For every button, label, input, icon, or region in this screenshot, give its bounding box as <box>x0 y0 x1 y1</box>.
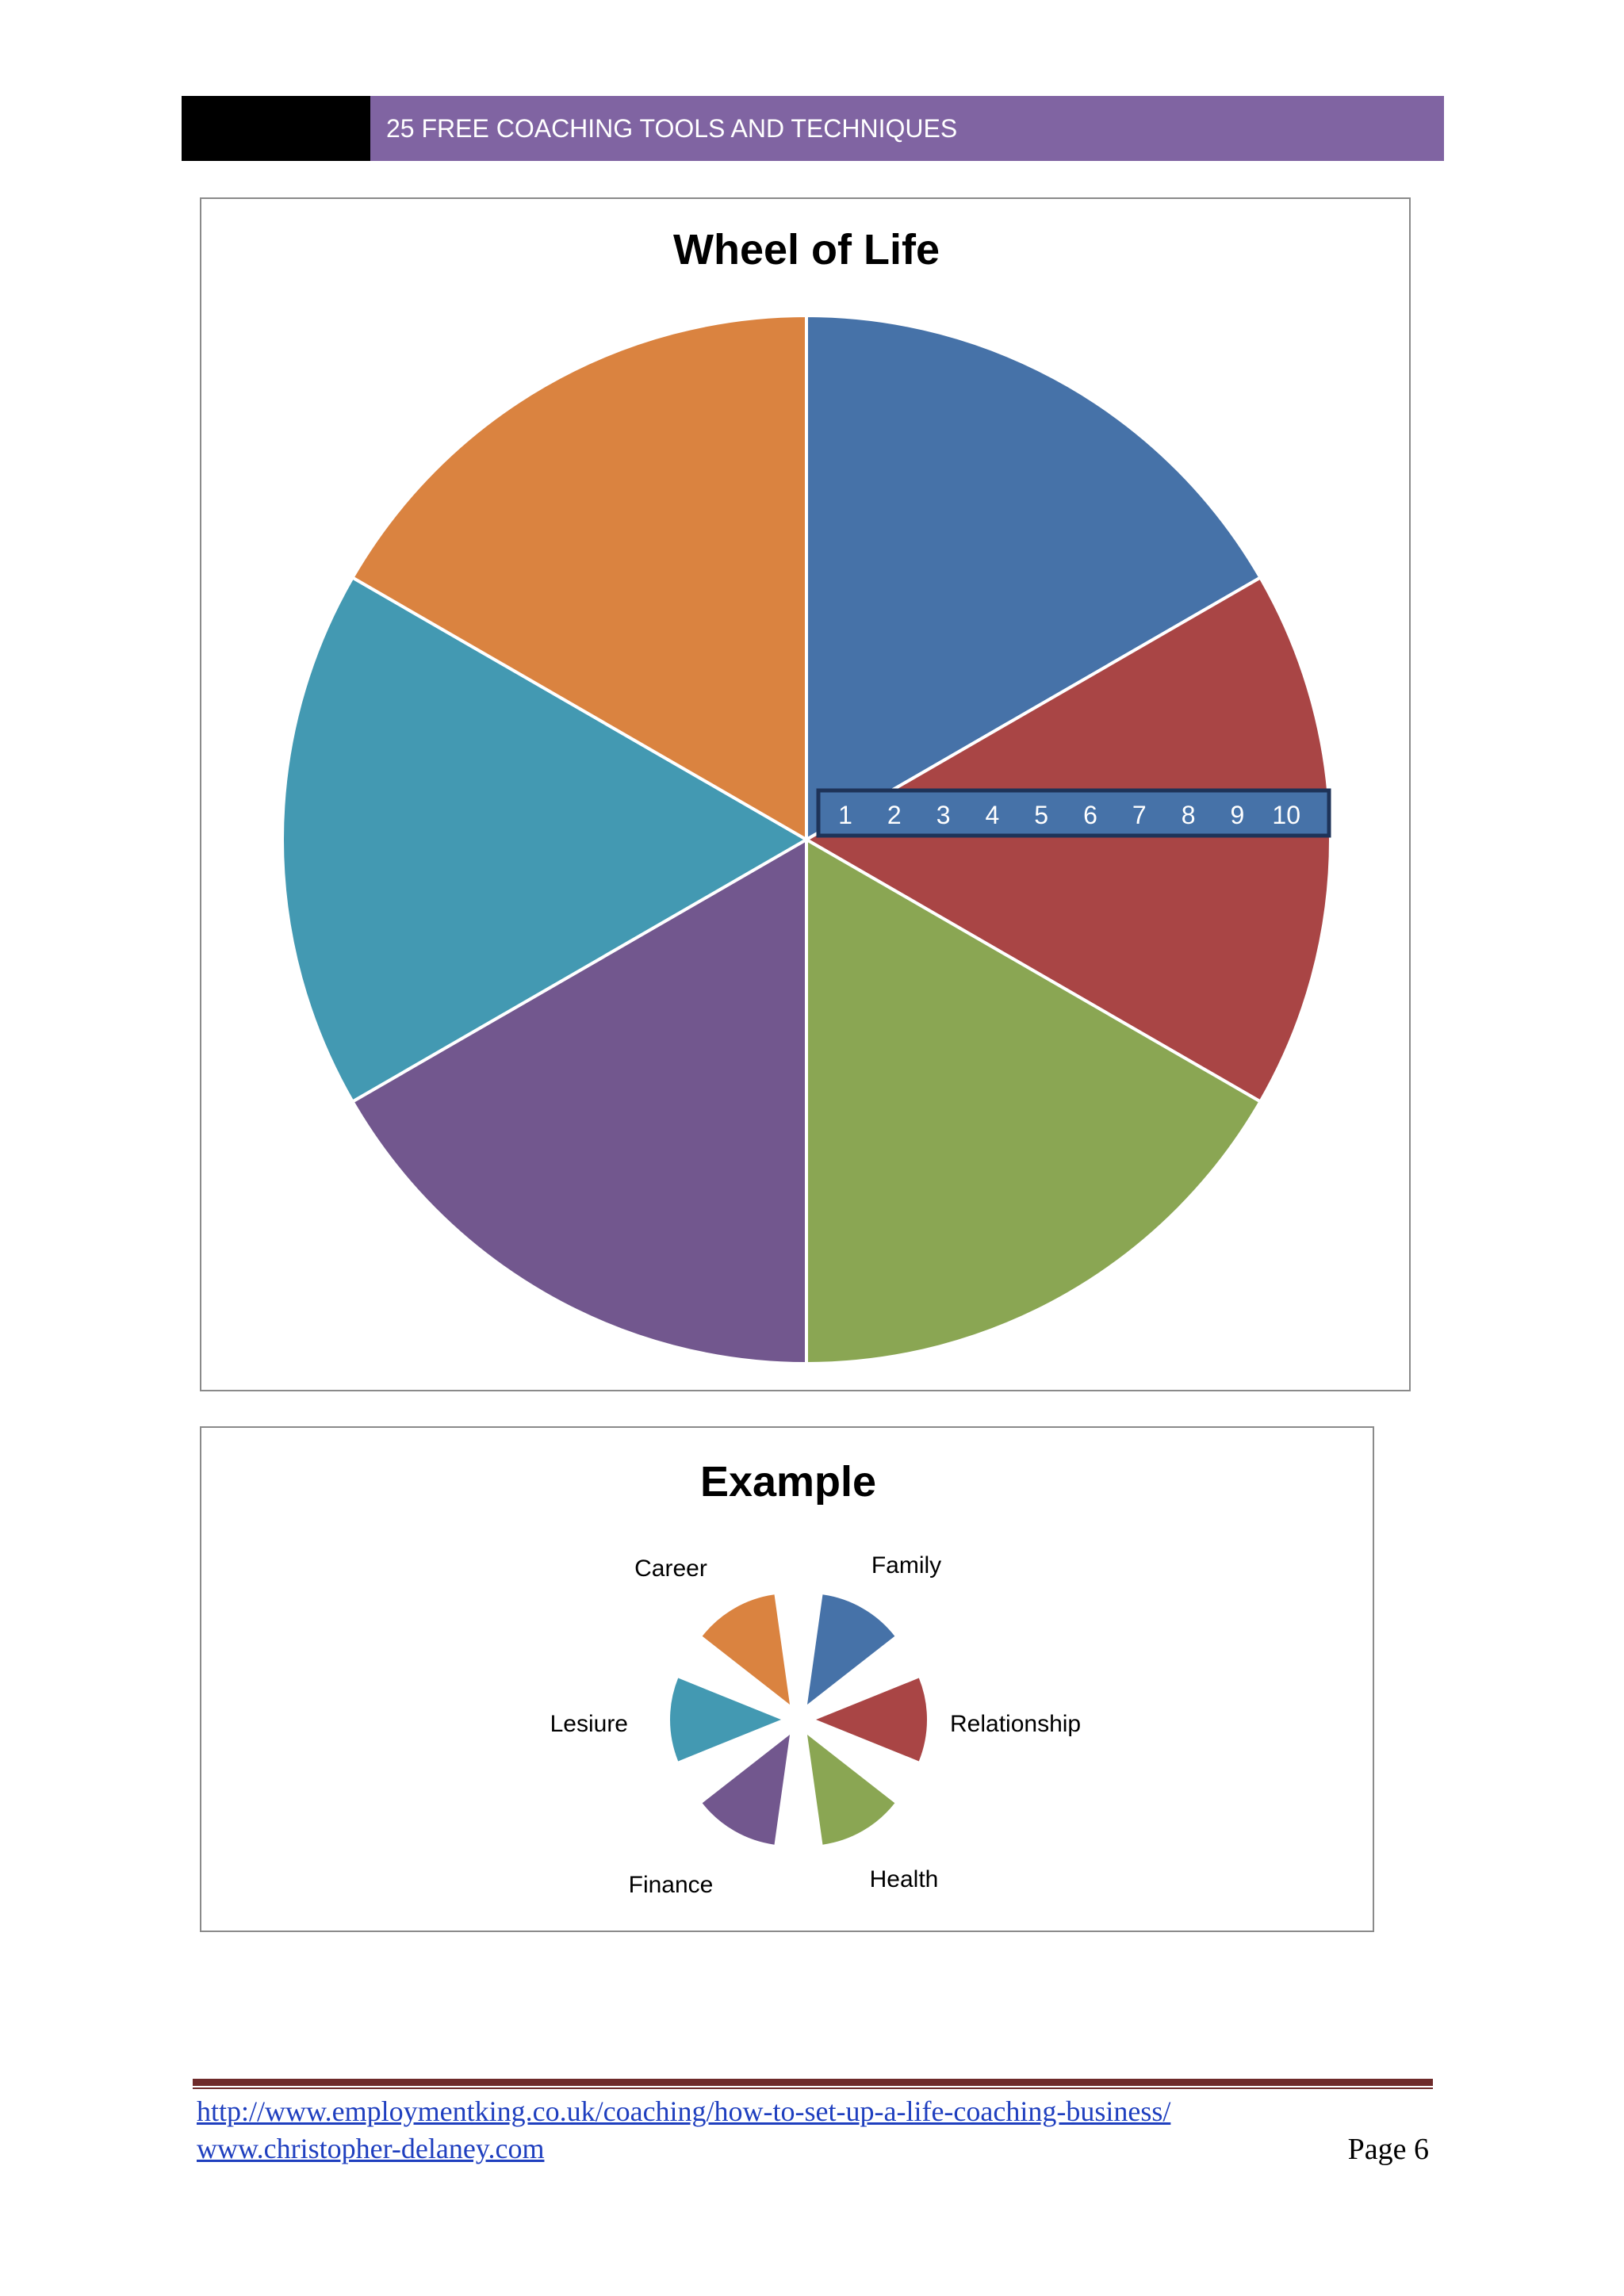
scale-number: 7 <box>1132 801 1147 829</box>
example-label-lesiure: Lesiure <box>550 1711 628 1737</box>
wheel-of-life-frame: Wheel of Life 1 2 3 4 5 6 7 8 9 10 <box>200 197 1411 1391</box>
example-slice-family <box>807 1594 895 1705</box>
christopher-delaney-link[interactable]: www.christopher-delaney.com <box>197 2133 545 2164</box>
scale-number: 1 <box>838 801 852 829</box>
footer-rule-thin <box>193 2087 1433 2089</box>
example-label-relationship: Relationship <box>950 1711 1081 1737</box>
wheel-slice-5 <box>281 575 810 1104</box>
example-label-career: Career <box>634 1556 707 1582</box>
example-chart: Example Family Relationship Health Finance L… <box>550 1458 1082 1898</box>
scale-number: 3 <box>936 801 951 829</box>
scale-number: 9 <box>1231 801 1245 829</box>
scale-number: 4 <box>986 801 1000 829</box>
wheel-slice-4 <box>350 836 808 1366</box>
wheel-of-life-chart: Wheel of Life 1 2 3 4 5 6 7 8 9 10 <box>281 226 1332 1366</box>
example-label-finance: Finance <box>629 1872 714 1898</box>
wheel-title: Wheel of Life <box>673 226 940 274</box>
example-title: Example <box>700 1458 876 1506</box>
scale-number: 5 <box>1034 801 1048 829</box>
example-label-health: Health <box>870 1866 939 1892</box>
header-title: 25 FREE COACHING TOOLS AND TECHNIQUES <box>386 113 958 143</box>
header-band: 25 FREE COACHING TOOLS AND TECHNIQUES <box>370 96 1444 161</box>
wheel-slice-2 <box>803 575 1332 1104</box>
scale-number: 8 <box>1182 801 1196 829</box>
example-slice-health <box>807 1735 895 1845</box>
example-frame: Example Family Relationship Health Finance L… <box>200 1426 1374 1932</box>
wheel-slice-3 <box>805 836 1263 1366</box>
score-scale-box <box>816 788 1331 838</box>
wheel-slice-1 <box>805 313 1263 843</box>
example-slice-relationship <box>816 1678 927 1762</box>
footer-rule <box>193 2079 1433 2086</box>
wheel-slice-6 <box>350 313 808 843</box>
scale-number: 6 <box>1083 801 1097 829</box>
example-slice-career <box>702 1594 790 1705</box>
example-label-family: Family <box>871 1552 941 1578</box>
page-header: 25 FREE COACHING TOOLS AND TECHNIQUES <box>182 96 1444 161</box>
scale-number: 10 <box>1272 801 1300 829</box>
page-number: Page 6 <box>1347 2133 1429 2166</box>
header-black-block <box>182 96 370 161</box>
example-slice-lesiure <box>670 1678 781 1762</box>
example-slice-finance <box>702 1735 790 1845</box>
scale-number: 2 <box>887 801 902 829</box>
employmentking-link[interactable]: http://www.employmentking.co.uk/coaching… <box>197 2095 1171 2127</box>
